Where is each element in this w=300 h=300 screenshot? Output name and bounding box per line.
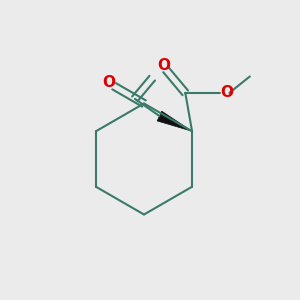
Polygon shape [157, 111, 192, 131]
Text: O: O [220, 85, 233, 100]
Text: O: O [157, 58, 170, 73]
Text: O: O [102, 75, 115, 90]
